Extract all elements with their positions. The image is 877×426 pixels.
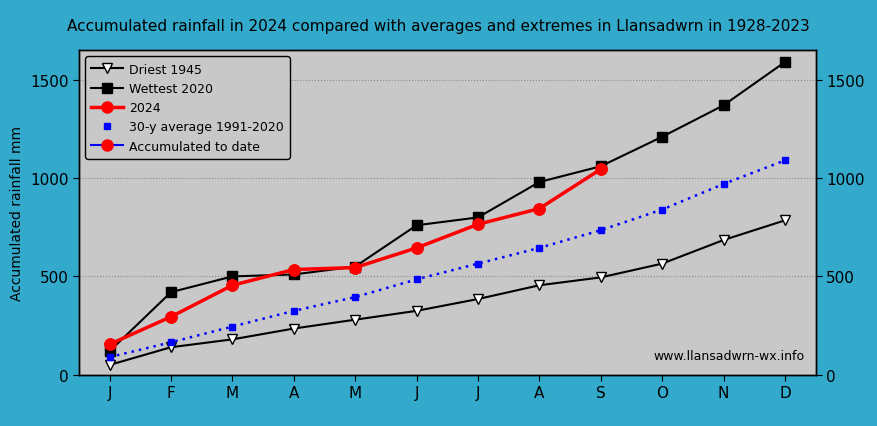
Driest 1945 — [657, 262, 667, 267]
Driest 1945 — [473, 297, 483, 302]
Accumulated to date — [473, 222, 483, 227]
Line: Driest 1945: Driest 1945 — [104, 216, 790, 370]
Driest 1945 — [104, 363, 115, 368]
2024 — [595, 167, 606, 173]
Driest 1945 — [780, 218, 790, 223]
2024 — [411, 246, 422, 251]
Text: www.llansadwrn-wx.info: www.llansadwrn-wx.info — [653, 349, 804, 362]
30-y average 1991-2020 — [595, 228, 606, 233]
Y-axis label: Accumulated rainfall mm: Accumulated rainfall mm — [11, 126, 25, 300]
Accumulated to date — [227, 283, 238, 288]
Accumulated to date — [595, 167, 606, 173]
Driest 1945 — [534, 283, 545, 288]
Driest 1945 — [166, 345, 176, 350]
2024 — [350, 265, 360, 271]
2024 — [289, 268, 299, 273]
Line: Accumulated to date: Accumulated to date — [104, 164, 606, 350]
Accumulated to date — [411, 246, 422, 251]
Wettest 2020 — [350, 265, 360, 270]
Wettest 2020 — [718, 104, 729, 109]
Accumulated to date — [350, 265, 360, 271]
30-y average 1991-2020 — [534, 246, 545, 251]
Wettest 2020 — [166, 290, 176, 295]
2024 — [166, 314, 176, 320]
Wettest 2020 — [780, 60, 790, 66]
Wettest 2020 — [473, 216, 483, 221]
Line: Wettest 2020: Wettest 2020 — [104, 58, 790, 356]
Wettest 2020 — [534, 180, 545, 185]
Driest 1945 — [411, 308, 422, 314]
2024 — [227, 283, 238, 288]
Text: Accumulated rainfall in 2024 compared with averages and extremes in Llansadwrn i: Accumulated rainfall in 2024 compared wi… — [68, 19, 809, 34]
Wettest 2020 — [411, 223, 422, 228]
Wettest 2020 — [104, 349, 115, 354]
30-y average 1991-2020 — [473, 262, 483, 267]
Legend: Driest 1945, Wettest 2020, 2024, 30-y average 1991-2020, Accumulated to date: Driest 1945, Wettest 2020, 2024, 30-y av… — [85, 58, 290, 160]
30-y average 1991-2020 — [227, 324, 238, 329]
Line: 30-y average 1991-2020: 30-y average 1991-2020 — [106, 158, 788, 360]
Wettest 2020 — [289, 272, 299, 277]
30-y average 1991-2020 — [166, 340, 176, 345]
Accumulated to date — [166, 314, 176, 320]
30-y average 1991-2020 — [350, 295, 360, 300]
Driest 1945 — [350, 317, 360, 322]
2024 — [534, 207, 545, 212]
Driest 1945 — [227, 337, 238, 342]
30-y average 1991-2020 — [289, 308, 299, 314]
Accumulated to date — [534, 207, 545, 212]
2024 — [473, 222, 483, 227]
Accumulated to date — [289, 268, 299, 273]
30-y average 1991-2020 — [780, 158, 790, 164]
Accumulated to date — [104, 342, 115, 347]
Wettest 2020 — [657, 135, 667, 140]
2024 — [104, 342, 115, 347]
Line: 2024: 2024 — [104, 164, 606, 350]
30-y average 1991-2020 — [411, 277, 422, 282]
30-y average 1991-2020 — [657, 207, 667, 213]
Driest 1945 — [595, 275, 606, 280]
Driest 1945 — [289, 326, 299, 331]
Wettest 2020 — [595, 164, 606, 170]
Driest 1945 — [718, 238, 729, 243]
30-y average 1991-2020 — [718, 182, 729, 187]
30-y average 1991-2020 — [104, 355, 115, 360]
Wettest 2020 — [227, 274, 238, 279]
